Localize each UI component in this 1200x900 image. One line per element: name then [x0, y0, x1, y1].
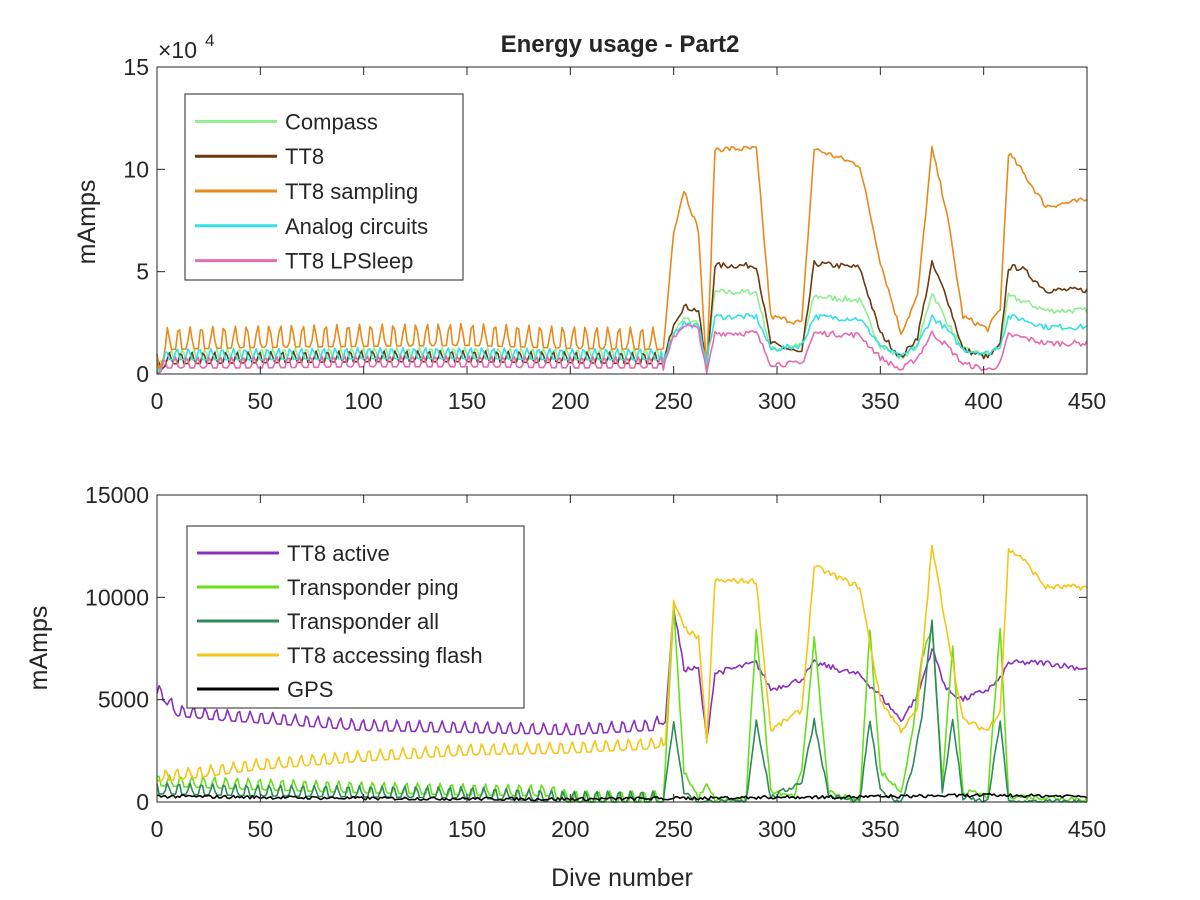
legend-entry-label: TT8 LPSleep [285, 249, 413, 274]
x-tick-label: 250 [654, 816, 692, 842]
x-tick-label: 200 [551, 388, 589, 414]
top-axis-ticks: 0 50 100 150 200 250 300 350 400 450 0 5 10 15 [123, 54, 1106, 414]
x-tick-label: 250 [654, 388, 692, 414]
bottom-axis-ticks: 0 50 100 150 200 250 300 350 400 450 0 5000 10000 150… [85, 482, 1106, 842]
x-tick-label: 450 [1068, 388, 1106, 414]
x-tick-label: 0 [151, 388, 164, 414]
x-tick-label: 350 [861, 388, 899, 414]
y-exponent-base: ×10 [158, 37, 197, 63]
series-line-tt8-accessing-flash [156, 544, 1088, 783]
series-line-tt8-sampling [156, 145, 1088, 373]
bottom-legend: TT8 active Transponder ping Transponder al… [186, 525, 525, 709]
y-tick-label: 15000 [85, 482, 149, 508]
y-tick-label: 5000 [98, 687, 149, 713]
top-legend: Compass TT8 TT8 sampling Analog circuits TT8… [184, 93, 464, 281]
top-chart-panel: Energy usage - Part2 ×10 4 mAmps 0 50 100 1… [73, 31, 1106, 414]
series-line-tt8-lpsleep [156, 323, 1088, 375]
x-tick-label: 350 [861, 816, 899, 842]
series-line-gps [156, 792, 1088, 802]
chart-title: Energy usage - Part2 [501, 31, 740, 58]
x-tick-label: 150 [448, 816, 486, 842]
y-tick-label: 10 [123, 156, 149, 182]
y-tick-label: 5 [136, 259, 149, 285]
y-tick-label: 0 [136, 361, 149, 387]
x-axis-label: Dive number [551, 864, 693, 892]
y-exponent-power: 4 [205, 31, 214, 50]
legend-entry-label: TT8 [285, 144, 324, 169]
legend-box [184, 93, 464, 281]
legend-entry-label: TT8 active [287, 541, 390, 566]
legend-box [186, 525, 525, 709]
y-axis-label-top: mAmps [73, 180, 101, 265]
x-tick-label: 300 [758, 388, 796, 414]
x-tick-label: 200 [551, 816, 589, 842]
x-tick-label: 150 [448, 388, 486, 414]
x-tick-label: 400 [964, 816, 1002, 842]
x-tick-label: 50 [248, 388, 274, 414]
y-tick-label: 15 [123, 54, 149, 80]
x-tick-label: 400 [964, 388, 1002, 414]
legend-entry-label: Transponder ping [287, 575, 459, 600]
y-axis-label-bottom: mAmps [25, 606, 53, 691]
legend-entry-label: GPS [287, 677, 333, 702]
top-plot-frame [156, 66, 1088, 375]
legend-entry-label: TT8 sampling [285, 179, 418, 204]
series-line-tt8-active [156, 608, 1088, 740]
legend-entry-label: TT8 accessing flash [287, 643, 483, 668]
x-tick-label: 0 [151, 816, 164, 842]
legend-entry-label: Transponder all [287, 609, 439, 634]
x-tick-label: 50 [248, 816, 274, 842]
x-tick-label: 100 [344, 816, 382, 842]
x-tick-label: 300 [758, 816, 796, 842]
x-tick-label: 450 [1068, 816, 1106, 842]
y-tick-label: 10000 [85, 584, 149, 610]
series-line-analog-circuits [156, 313, 1088, 374]
y-tick-label: 0 [136, 789, 149, 815]
legend-entry-label: Compass [285, 109, 378, 134]
bottom-plot-frame [156, 494, 1088, 803]
legend-entry-label: Analog circuits [285, 214, 428, 239]
top-series-group [156, 145, 1088, 375]
bottom-chart-panel: mAmps Dive number 0 50 100 150 200 250 300 350 4… [25, 482, 1106, 892]
x-tick-label: 100 [344, 388, 382, 414]
